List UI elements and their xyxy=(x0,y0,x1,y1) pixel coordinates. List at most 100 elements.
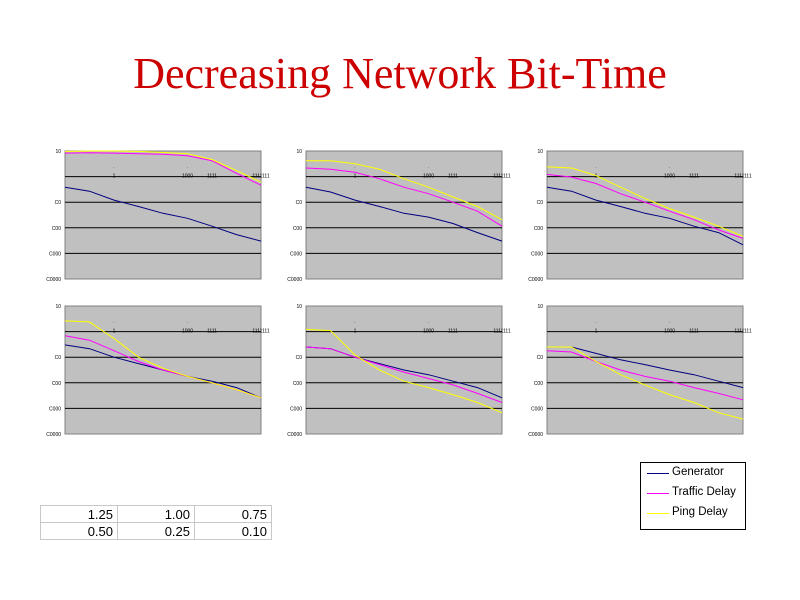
y-tick-label: C00 xyxy=(293,226,302,232)
x-tick-label: 1111111 xyxy=(493,174,510,180)
x-tick-label: 1111 xyxy=(207,329,217,335)
legend-swatch xyxy=(647,493,669,494)
x-tick-label: 1 xyxy=(354,174,357,180)
y-tick-label: 10 xyxy=(537,304,543,310)
table-cell: 0.25 xyxy=(117,522,195,540)
chart-panel-2: 10 C0 C00 C000 C0000 ‘1 ‘1000 1111 1111111 xyxy=(281,142,513,287)
y-tick-label: 10 xyxy=(55,149,61,155)
series-line-ping-delay xyxy=(306,160,503,221)
x-tick-label: 1000 xyxy=(182,329,193,335)
x-tick-label: 1000 xyxy=(423,329,434,335)
x-tick-label: 1111111 xyxy=(252,329,269,335)
x-tick-mark: ‘ xyxy=(669,321,670,326)
series-line-ping-delay xyxy=(547,346,744,420)
x-tick-mark: ‘ xyxy=(355,321,356,326)
legend-swatch xyxy=(647,513,669,514)
series-line-traffic-delay xyxy=(64,152,262,186)
x-tick-label: 1111 xyxy=(448,329,458,335)
y-tick-label: C0000 xyxy=(528,277,543,283)
series-line-generator xyxy=(64,186,262,242)
table-cell: 0.10 xyxy=(194,522,272,540)
x-tick-label: 1 xyxy=(595,174,598,180)
legend-item: Ping Delay xyxy=(641,503,745,523)
series-line-traffic-delay xyxy=(305,167,503,227)
x-tick-mark: ‘ xyxy=(114,321,115,326)
series-line-traffic-delay xyxy=(546,173,744,239)
chart-panel-1: 10 C0 C00 C000 C0000 ‘1 ‘1000 1111 1111111 xyxy=(40,142,272,287)
y-tick-label: 10 xyxy=(296,304,302,310)
chart-panel-5: 10 C0 C00 C000 C0000 ‘1 ‘1000 1111 1111111 xyxy=(281,297,513,442)
y-tick-label: C0 xyxy=(55,355,62,361)
x-tick-label: 1000 xyxy=(182,174,193,180)
page-title: Decreasing Network Bit-Time xyxy=(133,49,667,98)
y-tick-label: C0 xyxy=(296,355,303,361)
y-tick-label: C000 xyxy=(290,406,302,412)
y-tick-label: 10 xyxy=(55,304,61,310)
plot-area xyxy=(546,150,744,280)
table-row: 0.50 0.25 0.10 xyxy=(40,522,272,540)
x-tick-mark: ‘ xyxy=(187,166,188,171)
y-tick-label: C0000 xyxy=(287,277,302,283)
x-tick-label: 1111111 xyxy=(493,329,510,335)
y-tick-label: C0 xyxy=(296,200,303,206)
y-tick-label: C0 xyxy=(55,200,62,206)
x-tick-mark: ‘ xyxy=(355,166,356,171)
series-line-traffic-delay xyxy=(546,350,744,401)
x-tick-mark: ‘ xyxy=(187,321,188,326)
series-line-ping-delay xyxy=(305,328,503,414)
parameter-table: 1.25 1.00 0.75 0.50 0.25 0.10 xyxy=(40,505,272,540)
y-tick-label: C00 xyxy=(534,381,543,387)
x-tick-label: 1000 xyxy=(423,174,434,180)
y-tick-label: C0000 xyxy=(46,277,61,283)
x-tick-label: 1000 xyxy=(664,329,675,335)
plot-area xyxy=(64,150,262,280)
y-tick-label: C000 xyxy=(531,251,543,257)
series-line-generator xyxy=(547,346,744,389)
x-tick-mark: ‘ xyxy=(114,166,115,171)
x-tick-label: 1000 xyxy=(664,174,675,180)
series-line-ping-delay xyxy=(64,150,262,183)
y-tick-label: 10 xyxy=(537,149,543,155)
chart-panel-3: 10 C0 C00 C000 C0000 ‘1 ‘1000 1111 1111111 xyxy=(522,142,754,287)
y-tick-label: C0 xyxy=(537,355,544,361)
x-tick-label: 1111 xyxy=(689,174,699,180)
legend-label: Ping Delay xyxy=(672,506,728,518)
legend-item: Generator xyxy=(641,463,745,483)
y-tick-label: C000 xyxy=(49,406,61,412)
series-line-generator xyxy=(305,186,503,242)
chart-panel-6: 10 C0 C00 C000 C0000 ‘1 ‘1000 1111 1111111 xyxy=(522,297,754,442)
series-line-traffic-delay xyxy=(305,346,503,403)
x-tick-label: 1 xyxy=(595,329,598,335)
table-row: 1.25 1.00 0.75 xyxy=(40,505,272,523)
table-cell: 1.00 xyxy=(117,505,195,523)
x-tick-label: 1111 xyxy=(207,174,217,180)
x-tick-label: 1 xyxy=(354,329,357,335)
x-tick-mark: ‘ xyxy=(428,321,429,326)
table-cell: 0.50 xyxy=(40,522,118,540)
x-tick-mark: ‘ xyxy=(428,166,429,171)
legend-swatch xyxy=(647,473,669,474)
legend-label: Traffic Delay xyxy=(672,486,736,498)
chart-legend: Generator Traffic Delay Ping Delay xyxy=(640,462,746,530)
chart-panel-4: 10 C0 C00 C000 C0000 ‘1 ‘1000 1111 1111111 xyxy=(40,297,272,442)
legend-item: Traffic Delay xyxy=(641,483,745,503)
x-tick-label: 1 xyxy=(113,329,116,335)
plot-area xyxy=(305,150,503,280)
y-tick-label: C00 xyxy=(52,381,61,387)
x-tick-label: 1111 xyxy=(689,329,699,335)
x-tick-label: 1111111 xyxy=(252,174,269,180)
x-tick-mark: ‘ xyxy=(596,321,597,326)
x-tick-label: 1111111 xyxy=(734,174,751,180)
table-cell: 1.25 xyxy=(40,505,118,523)
series-line-generator xyxy=(546,186,744,246)
series-line-ping-delay xyxy=(64,320,262,399)
y-tick-label: C00 xyxy=(534,226,543,232)
y-tick-label: C0 xyxy=(537,200,544,206)
y-tick-label: C00 xyxy=(293,381,302,387)
y-tick-label: C000 xyxy=(290,251,302,257)
y-tick-label: C0000 xyxy=(46,432,61,438)
plot-area xyxy=(546,305,744,435)
y-tick-label: 10 xyxy=(296,149,302,155)
y-tick-label: C0000 xyxy=(287,432,302,438)
y-tick-label: C000 xyxy=(531,406,543,412)
